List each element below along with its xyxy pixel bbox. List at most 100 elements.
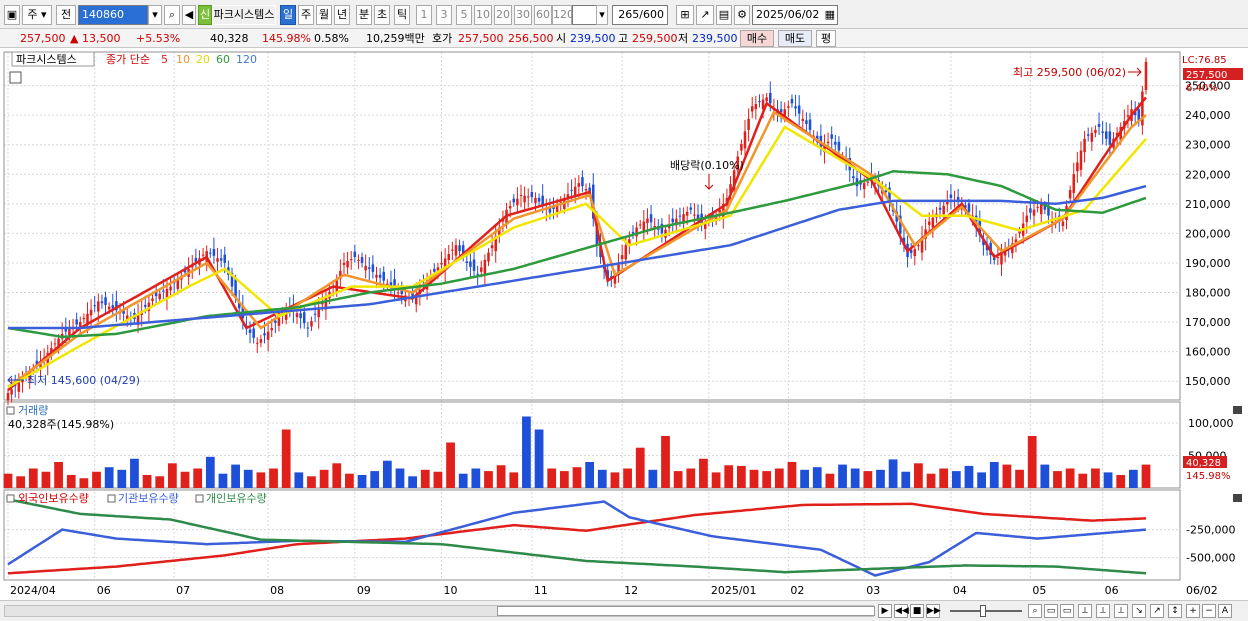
stock-code-input[interactable]: 140860 <box>78 5 148 25</box>
candle-body <box>787 106 790 108</box>
text-tool-icon[interactable]: A <box>1218 604 1232 618</box>
period-minute-button[interactable]: 분 <box>356 5 372 25</box>
candle-body <box>274 320 277 323</box>
holdings-close-icon[interactable] <box>1233 494 1242 502</box>
interval-5-button[interactable]: 5 <box>456 5 472 25</box>
interval-3-button[interactable]: 3 <box>436 5 452 25</box>
prev-stock-button[interactable]: 전 <box>56 5 76 25</box>
volume-bar <box>218 473 228 488</box>
line-tool-icon[interactable]: ↗ <box>1150 604 1164 618</box>
layout-icon-2[interactable]: ▭ <box>1060 604 1074 618</box>
scroll-thumb[interactable] <box>497 606 875 616</box>
candle-body <box>765 97 768 102</box>
indicator-icon-1[interactable]: ⟂ <box>1078 604 1092 618</box>
high-price: 259,500 <box>632 32 678 45</box>
volume-bar <box>357 475 367 488</box>
period-day-button[interactable]: 일 <box>280 5 296 25</box>
indicator-icon-2[interactable]: ⟂ <box>1096 604 1110 618</box>
market-select[interactable]: 주 ▾ <box>22 5 52 25</box>
candle-body <box>17 382 21 392</box>
candle-body <box>732 170 736 191</box>
layout-icon-1[interactable]: ▭ <box>1044 604 1058 618</box>
rewind-icon[interactable]: ◀◀ <box>894 604 909 618</box>
volume-bar <box>623 468 632 488</box>
candle-body <box>364 265 367 271</box>
volume-panel-icon[interactable] <box>6 406 15 415</box>
period-week-button[interactable]: 주 <box>298 5 314 25</box>
date-input[interactable]: 2025/06/02 ▦ <box>752 5 838 25</box>
volume-bar <box>863 471 873 488</box>
candle-body <box>508 206 512 209</box>
search-zoom-icon[interactable]: ⌕ <box>1028 604 1042 618</box>
volume-bar <box>420 469 430 488</box>
candle-body <box>946 201 949 205</box>
scroll-right-icon[interactable]: ▶ <box>878 604 892 618</box>
time-tick-label: 06 <box>1105 584 1119 597</box>
bar-count-field[interactable]: 265/600 <box>612 5 668 25</box>
period-tick-button[interactable]: 틱 <box>394 5 410 25</box>
speaker-icon[interactable]: ◀ <box>182 5 196 25</box>
volume-bar <box>534 429 544 488</box>
zoom-slider[interactable] <box>950 605 1022 617</box>
table-toggle-icon[interactable] <box>9 71 22 84</box>
volume-bar <box>812 467 822 488</box>
volume-bar <box>345 473 354 488</box>
search-icon[interactable]: ⌕ <box>164 5 180 25</box>
ask-label: 호가 <box>432 32 453 45</box>
candle-body <box>1101 131 1104 133</box>
code-dropdown-icon[interactable]: ▾ <box>148 5 162 25</box>
calendar-icon[interactable]: ▦ <box>824 8 835 21</box>
settings-gear-icon[interactable]: ⚙ <box>734 5 750 25</box>
interval-dropdown-icon[interactable]: ▾ <box>596 5 608 25</box>
candle-body <box>624 245 628 260</box>
stock-chart[interactable]: 250,000 240,000 230,000 220,000 210,000 200,0… <box>0 48 1248 600</box>
crosshair-icon[interactable]: ⊞ <box>676 5 694 25</box>
stock-legend-box[interactable] <box>11 51 95 67</box>
stop-icon[interactable]: ■ <box>910 604 924 618</box>
candle-body <box>472 259 476 271</box>
candle-body <box>1086 134 1090 136</box>
zoom-in-icon[interactable]: + <box>1186 604 1200 618</box>
scroll-track[interactable] <box>4 605 875 617</box>
candle-body <box>884 190 888 192</box>
evaluation-button[interactable]: 평 <box>816 30 836 47</box>
bottom-toolbar: ▶ ◀◀ ■ ▶▶ ⌕ ▭ ▭ ⟂ ⟂ ⟂ ↘ ↗ ↕ + − A <box>0 600 1248 621</box>
period-year-button[interactable]: 년 <box>334 5 350 25</box>
candle-body <box>263 333 266 336</box>
holdings-legend-icon-2 <box>107 494 116 503</box>
volume-close-icon[interactable] <box>1233 406 1242 414</box>
fast-forward-icon[interactable]: ▶▶ <box>926 604 941 618</box>
save-icon[interactable]: ▤ <box>716 5 732 25</box>
candle-body <box>266 331 270 340</box>
interval-1-button[interactable]: 1 <box>416 5 432 25</box>
candle-body <box>834 141 837 145</box>
window-menu-icon[interactable]: ▣ <box>4 5 20 25</box>
draw-tool-icon[interactable]: ↗ <box>696 5 714 25</box>
interval-10-button[interactable]: 10 <box>474 5 492 25</box>
measure-icon[interactable]: ↘ <box>1132 604 1146 618</box>
interval-30-button[interactable]: 30 <box>514 5 532 25</box>
period-month-button[interactable]: 월 <box>316 5 332 25</box>
interval-120-button[interactable]: 120 <box>552 5 574 25</box>
price-tick-label: 180,000 <box>1185 287 1231 300</box>
candle-body <box>122 309 125 314</box>
interval-60-button[interactable]: 60 <box>534 5 552 25</box>
pointer-icon[interactable]: ↕ <box>1168 604 1182 618</box>
volume-bar <box>168 463 177 488</box>
sell-button[interactable]: 매도 <box>778 30 812 47</box>
new-stock-button[interactable]: 신 <box>198 5 212 25</box>
candle-body <box>342 262 346 265</box>
zoom-slider-handle[interactable] <box>980 605 986 617</box>
interval-20-button[interactable]: 20 <box>494 5 512 25</box>
volume-bar <box>888 459 898 488</box>
time-tick-label: 04 <box>953 584 967 597</box>
candle-body <box>591 184 595 219</box>
candle-body <box>823 144 826 153</box>
indicator-icon-3[interactable]: ⟂ <box>1114 604 1128 618</box>
volume-bar <box>41 471 51 488</box>
buy-button[interactable]: 매수 <box>740 30 774 47</box>
period-second-button[interactable]: 초 <box>374 5 390 25</box>
holdings-panel-icon[interactable] <box>6 494 15 503</box>
candle-body <box>1061 221 1065 226</box>
zoom-out-icon[interactable]: − <box>1202 604 1216 618</box>
